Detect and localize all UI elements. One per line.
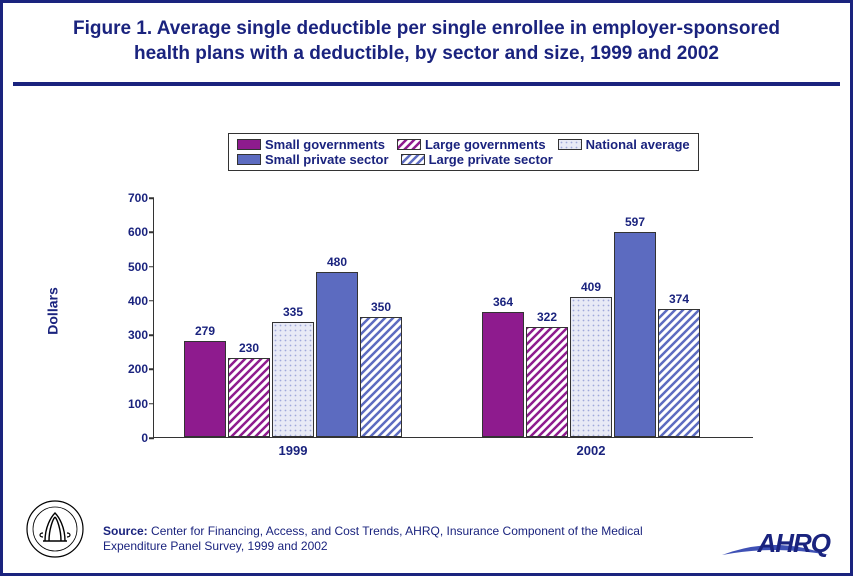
y-tick-label: 0	[114, 431, 148, 445]
legend-label: National average	[586, 137, 690, 152]
y-tick-label: 400	[114, 294, 148, 308]
y-tick-mark	[149, 369, 154, 371]
x-category-label: 2002	[577, 443, 606, 458]
figure-frame: Figure 1. Average single deductible per …	[0, 0, 853, 576]
bar: 279	[184, 341, 226, 437]
y-tick-label: 500	[114, 260, 148, 274]
figure-title: Figure 1. Average single deductible per …	[43, 17, 810, 66]
bar: 374	[658, 309, 700, 437]
y-tick-mark	[149, 403, 154, 405]
bar-value-label: 335	[283, 305, 303, 319]
y-tick-label: 200	[114, 362, 148, 376]
ahrq-logo-text: AHRQ	[757, 528, 830, 559]
bar: 335	[272, 322, 314, 437]
bar-value-label: 364	[493, 295, 513, 309]
bar: 350	[360, 317, 402, 437]
source-label: Source:	[103, 524, 148, 538]
x-category-label: 1999	[279, 443, 308, 458]
y-tick-label: 700	[114, 191, 148, 205]
y-tick-mark	[149, 300, 154, 302]
y-tick-mark	[149, 232, 154, 234]
bar-value-label: 350	[371, 300, 391, 314]
y-axis-label: Dollars	[45, 287, 61, 334]
legend-item: Small governments	[237, 137, 385, 152]
bar-value-label: 374	[669, 292, 689, 306]
legend-item: National average	[558, 137, 690, 152]
title-rule	[13, 82, 840, 86]
legend-swatch	[401, 154, 425, 165]
legend-item: Small private sector	[237, 152, 389, 167]
y-tick-label: 300	[114, 328, 148, 342]
legend: Small governments Large governments Nation…	[228, 133, 699, 171]
bar: 364	[482, 312, 524, 437]
chart-area: Small governments Large governments Nation…	[83, 133, 783, 483]
hhs-seal-icon	[25, 499, 85, 559]
source-citation: Source: Center for Financing, Access, an…	[103, 524, 693, 553]
bar: 409	[570, 297, 612, 437]
bar: 480	[316, 272, 358, 437]
title-block: Figure 1. Average single deductible per …	[3, 3, 850, 76]
bar-value-label: 480	[327, 255, 347, 269]
y-tick-mark	[149, 334, 154, 336]
legend-item: Large governments	[397, 137, 546, 152]
bar: 597	[614, 232, 656, 437]
plot-area: 0100200300400500600700199927923033548035…	[153, 198, 753, 438]
y-tick-label: 600	[114, 225, 148, 239]
legend-swatch	[237, 139, 261, 150]
source-text: Center for Financing, Access, and Cost T…	[103, 524, 643, 552]
legend-label: Small private sector	[265, 152, 389, 167]
bar-value-label: 230	[239, 341, 259, 355]
bar: 230	[228, 358, 270, 437]
y-tick-mark	[149, 197, 154, 199]
legend-label: Large private sector	[429, 152, 553, 167]
bar-value-label: 279	[195, 324, 215, 338]
legend-swatch	[237, 154, 261, 165]
y-tick-mark	[149, 266, 154, 268]
y-tick-label: 100	[114, 397, 148, 411]
legend-swatch	[558, 139, 582, 150]
bar-value-label: 409	[581, 280, 601, 294]
legend-label: Large governments	[425, 137, 546, 152]
bar: 322	[526, 327, 568, 437]
y-tick-mark	[149, 437, 154, 439]
legend-item: Large private sector	[401, 152, 553, 167]
legend-swatch	[397, 139, 421, 150]
bar-value-label: 322	[537, 310, 557, 324]
bar-value-label: 597	[625, 215, 645, 229]
legend-label: Small governments	[265, 137, 385, 152]
